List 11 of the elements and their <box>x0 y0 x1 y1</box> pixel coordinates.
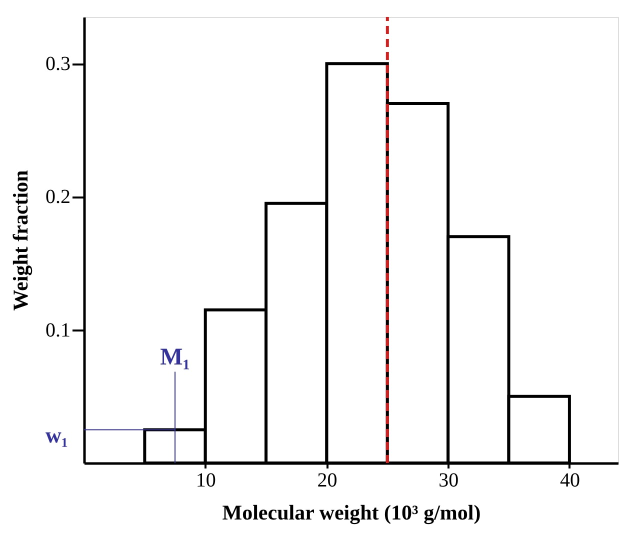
y-tick-label: 0.3 <box>46 53 70 76</box>
x-tick-label: 10 <box>196 470 216 492</box>
x-axis-title: Molecular weight (10³ g/mol) <box>222 500 481 524</box>
y-tick-label: 0.1 <box>46 319 70 342</box>
annotation: w₁ <box>46 422 68 448</box>
x-tick-label: 20 <box>317 470 338 492</box>
x-tick-label: 40 <box>560 470 580 492</box>
annotation: M₁ <box>160 344 190 371</box>
y-tick-label: 0.2 <box>46 186 70 208</box>
x-tick-label: 30 <box>438 470 459 492</box>
y-axis-title: Weight fraction <box>8 170 32 311</box>
